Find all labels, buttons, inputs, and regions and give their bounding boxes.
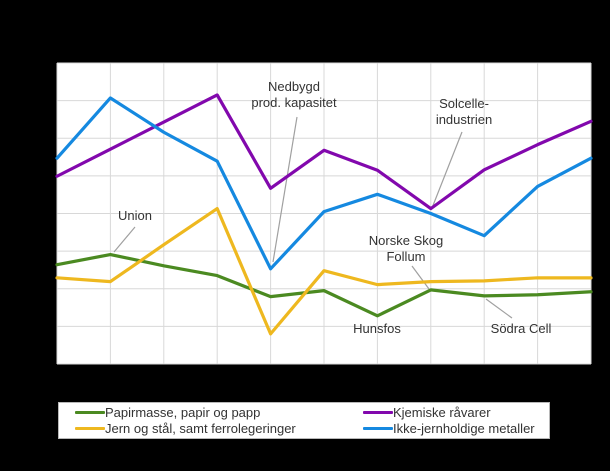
annotation-hunsfos-line1: Hunsfos xyxy=(353,321,401,336)
legend-item-jern-og-stal[interactable]: Jern og stål, samt ferrolegeringer xyxy=(75,421,363,436)
legend-item-kjemiske-ravarer[interactable]: Kjemiske råvarer xyxy=(363,405,549,420)
legend-label: Kjemiske råvarer xyxy=(393,405,491,421)
legend-swatch-green-icon xyxy=(75,411,105,415)
annotation-nedbygd-line2: prod. kapasitet xyxy=(251,95,337,110)
legend-label: Jern og stål, samt ferrolegeringer xyxy=(105,420,296,436)
legend-item-papirmasse[interactable]: Papirmasse, papir og papp xyxy=(75,405,363,420)
chart-legend: Papirmasse, papir og papp Kjemiske råvar… xyxy=(58,402,550,439)
annotation-norske-skog-line2: Follum xyxy=(386,249,426,264)
annotation-solcelle-line1: Solcelle- xyxy=(439,96,489,111)
legend-label: Ikke-jernholdige metaller xyxy=(393,420,535,436)
annotation-sodra-cell-line1: Södra Cell xyxy=(490,321,552,336)
annotation-nedbygd-prod-kapasitet: Nedbygd prod. kapasitet xyxy=(251,79,336,111)
annotation-union-line1: Union xyxy=(118,208,152,223)
annotation-sodra-cell: Södra Cell xyxy=(491,321,552,337)
legend-swatch-yellow-icon xyxy=(75,426,105,430)
legend-swatch-purple-icon xyxy=(363,411,393,415)
legend-item-ikke-jernholdige[interactable]: Ikke-jernholdige metaller xyxy=(363,421,549,436)
annotation-union: Union xyxy=(118,208,152,224)
annotation-solcelleindustrien: Solcelle- industrien xyxy=(436,96,492,128)
annotation-hunsfos: Hunsfos xyxy=(353,321,401,337)
annotation-nedbygd-line1: Nedbygd xyxy=(267,79,321,94)
legend-swatch-blue-icon xyxy=(363,426,393,430)
annotation-norske-skog-follum: Norske Skog Follum xyxy=(369,233,443,265)
annotation-solcelle-line2: industrien xyxy=(435,112,493,127)
legend-label: Papirmasse, papir og papp xyxy=(105,405,261,421)
annotation-norske-skog-line1: Norske Skog xyxy=(368,233,444,248)
